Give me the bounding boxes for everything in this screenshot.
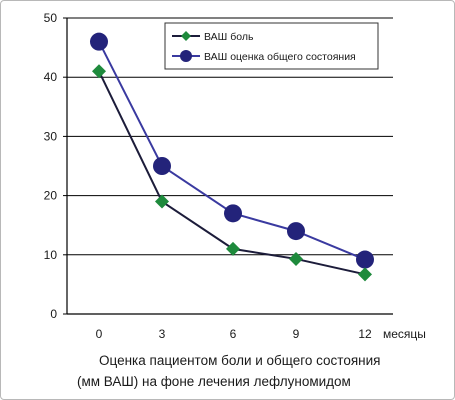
caption-line-1: Оценка пациентом боли и общего состояния [99, 353, 380, 368]
point-circle-0 [90, 32, 108, 51]
point-circle-12 [356, 250, 374, 269]
point-circle-9 [287, 222, 305, 241]
series-lines [90, 32, 374, 282]
x-tick-label-12: 12 [358, 327, 372, 341]
legend-label-general: ВАШ оценка общего состояния [204, 51, 356, 63]
point-diamond-3 [155, 194, 169, 209]
x-tick-label-9: 9 [293, 327, 300, 341]
y-tick-label-40: 40 [44, 70, 58, 84]
y-tick-label-0: 0 [50, 307, 57, 321]
point-diamond-0 [92, 64, 106, 79]
x-tick-label-6: 6 [230, 327, 237, 341]
legend-marker-diamond [181, 31, 191, 41]
y-tick-label-10: 10 [44, 248, 58, 262]
legend-marker-circle [180, 50, 192, 62]
x-tick-label-3: 3 [159, 327, 166, 341]
point-circle-3 [153, 157, 171, 175]
point-diamond-9 [289, 251, 303, 266]
y-tick-label-30: 30 [44, 129, 58, 143]
legend: ВАШ боль ВАШ оценка общего состояния [164, 22, 379, 70]
axes [63, 17, 393, 315]
y-tick-label-50: 50 [44, 11, 58, 25]
series-line-1 [98, 41, 366, 261]
y-tick-label-20: 20 [44, 189, 58, 203]
legend-box [164, 22, 379, 70]
tick-labels: 0 10 20 30 40 50 0 3 6 9 12 [44, 11, 372, 341]
x-unit-label: месяцы [383, 327, 426, 341]
grid-lines [67, 17, 393, 256]
caption-line-2: (мм ВАШ) на фоне лечения лефлуномидом [77, 374, 351, 389]
legend-label-pain: ВАШ боль [204, 31, 254, 43]
point-diamond-12 [358, 267, 372, 282]
x-tick-label-0: 0 [96, 327, 103, 341]
point-diamond-6 [226, 241, 240, 256]
point-circle-6 [224, 204, 242, 223]
